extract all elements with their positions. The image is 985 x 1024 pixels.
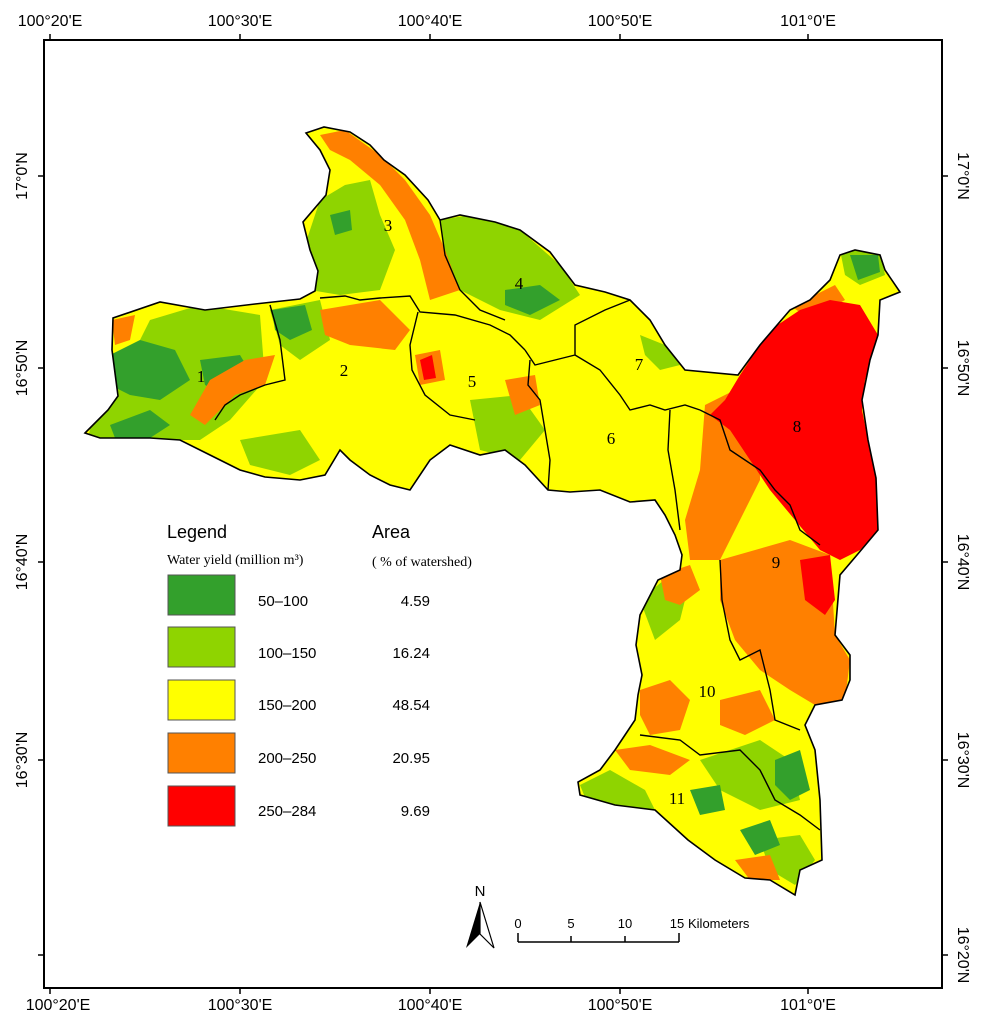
legend: Legend Water yield (million m³) Area ( %… (167, 522, 472, 827)
legend-subtitle: Water yield (million m³) (167, 553, 304, 568)
legend-area-value: 9.69 (401, 803, 430, 820)
legend-range-label: 200–250 (258, 750, 316, 767)
scale-tick-label: 15 (670, 916, 684, 931)
subwatershed-label: 9 (772, 553, 781, 572)
water-yield-raster (85, 127, 900, 895)
north-arrow-icon: N (466, 883, 495, 949)
subwatershed-boundaries (214, 219, 821, 831)
watershed-outline (83, 126, 902, 897)
lon-label-bottom: 100°30'E (208, 997, 273, 1014)
scale-unit-label: Kilometers (688, 916, 750, 931)
legend-range-label: 50–100 (258, 593, 308, 610)
subwatershed-label: 7 (635, 355, 644, 374)
legend-area-value: 4.59 (401, 593, 430, 610)
subwatershed-label: 8 (793, 417, 802, 436)
legend-range-label: 150–200 (258, 697, 316, 714)
lat-label-left: 16°50'N (14, 340, 31, 397)
north-arrow-label: N (475, 883, 486, 900)
subwatershed-label: 2 (340, 361, 349, 380)
legend-area-value: 48.54 (392, 697, 430, 714)
legend-swatch-100-150 (167, 626, 236, 668)
legend-swatch-250-284 (167, 785, 236, 827)
subwatershed-label: 3 (384, 216, 393, 235)
lon-label-top: 100°30'E (208, 13, 273, 30)
map-frame-border (43, 39, 943, 989)
lon-label-top: 100°40'E (398, 13, 463, 30)
subwatershed-label: 6 (607, 429, 616, 448)
legend-area-value: 16.24 (392, 645, 430, 662)
lon-label-bottom: 100°50'E (588, 997, 653, 1014)
legend-swatch-200-250 (167, 732, 236, 774)
lon-label-bottom: 101°0'E (780, 997, 836, 1014)
legend-title: Legend (167, 522, 227, 542)
subwatershed-label: 1 (197, 367, 206, 386)
lat-label-left: 16°40'N (14, 534, 31, 591)
lat-label-right: 16°50'N (954, 340, 971, 397)
lon-label-top: 101°0'E (780, 13, 836, 30)
lon-label-bottom: 100°40'E (398, 997, 463, 1014)
legend-range-label: 250–284 (258, 803, 316, 820)
scale-tick-label: 0 (514, 916, 521, 931)
subwatershed-labels: 1 2 3 4 5 6 7 8 9 10 11 (197, 216, 802, 808)
lon-label-top: 100°50'E (588, 13, 653, 30)
legend-range-label: 100–150 (258, 645, 316, 662)
lat-label-left: 16°30'N (14, 732, 31, 789)
lat-label-left: 17°0'N (14, 152, 31, 200)
lat-label-right: 16°20'N (954, 927, 971, 984)
lat-label-right: 16°40'N (954, 534, 971, 591)
legend-area-value: 20.95 (392, 750, 430, 767)
legend-swatch-150-200 (167, 679, 236, 721)
scale-tick-label: 5 (567, 916, 574, 931)
legend-swatch-50-100 (167, 574, 236, 616)
lat-label-right: 16°30'N (954, 732, 971, 789)
subwatershed-label: 5 (468, 372, 477, 391)
lon-label-bottom: 100°20'E (26, 997, 91, 1014)
subwatershed-label: 4 (515, 274, 524, 293)
subwatershed-label: 11 (669, 789, 685, 808)
legend-area-subtitle: ( % of watershed) (372, 555, 472, 570)
subwatershed-label: 10 (699, 682, 716, 701)
graticule-ticks (38, 34, 948, 994)
scale-bar: 0 5 10 15 Kilometers (514, 916, 750, 943)
lat-label-right: 17°0'N (954, 152, 971, 200)
legend-area-title: Area (372, 522, 411, 542)
lon-label-top: 100°20'E (18, 13, 83, 30)
scale-tick-label: 10 (618, 916, 632, 931)
